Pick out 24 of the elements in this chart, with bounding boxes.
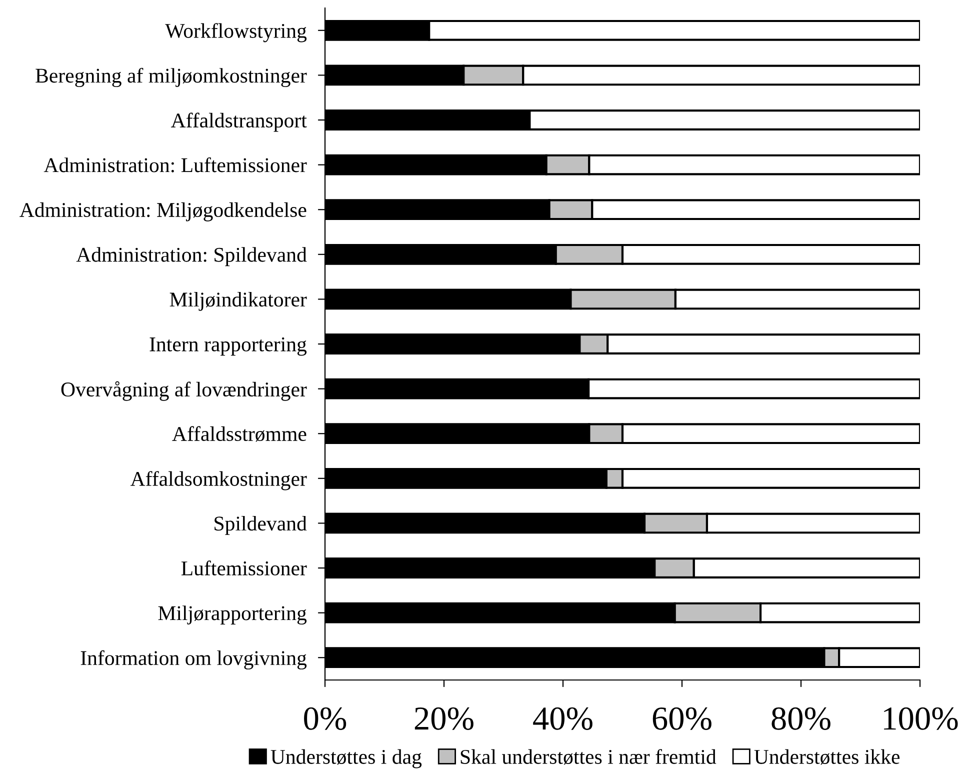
- y-tick-label: Information om lovgivning: [80, 650, 307, 670]
- y-tick-label: Miljørapportering: [158, 606, 307, 625]
- y-tick-label: Administration: Miljøgodkendelse: [20, 202, 306, 222]
- x-tick-label: 60%: [652, 707, 712, 730]
- legend-label: Understøttes ikke: [754, 749, 900, 765]
- x-tick-label: 100%: [884, 707, 958, 730]
- x-tick-label: 20%: [414, 707, 474, 730]
- y-tick-label: Luftemissioner: [181, 560, 307, 576]
- y-tick-label: Affaldsstrømme: [172, 426, 306, 442]
- y-tick-label: Administration: Spildevand: [76, 247, 307, 266]
- x-tick-label: 0%: [304, 707, 346, 730]
- y-tick-label: Affaldstransport: [170, 112, 307, 132]
- y-tick-label: Miljøindikatorer: [170, 292, 307, 311]
- y-tick-label: Intern rapportering: [150, 337, 307, 356]
- legend-label: Skal understøttes i nær fremtid: [460, 749, 716, 765]
- legend-label: Understøttes i dag: [270, 749, 422, 768]
- y-tick-label: Beregning af miljøomkostninger: [36, 68, 307, 88]
- y-tick-label: Affaldsomkostninger: [130, 471, 307, 490]
- y-tick-label: Administration: Luftemissioner: [44, 157, 307, 172]
- y-tick-label: Spildevand: [214, 516, 307, 535]
- y-tick-label: Overvågning af lovændringer: [61, 381, 307, 401]
- y-tick-label: Workflowstyring: [165, 23, 307, 42]
- x-tick-label: 80%: [772, 707, 830, 730]
- x-tick-label: 40%: [533, 707, 592, 730]
